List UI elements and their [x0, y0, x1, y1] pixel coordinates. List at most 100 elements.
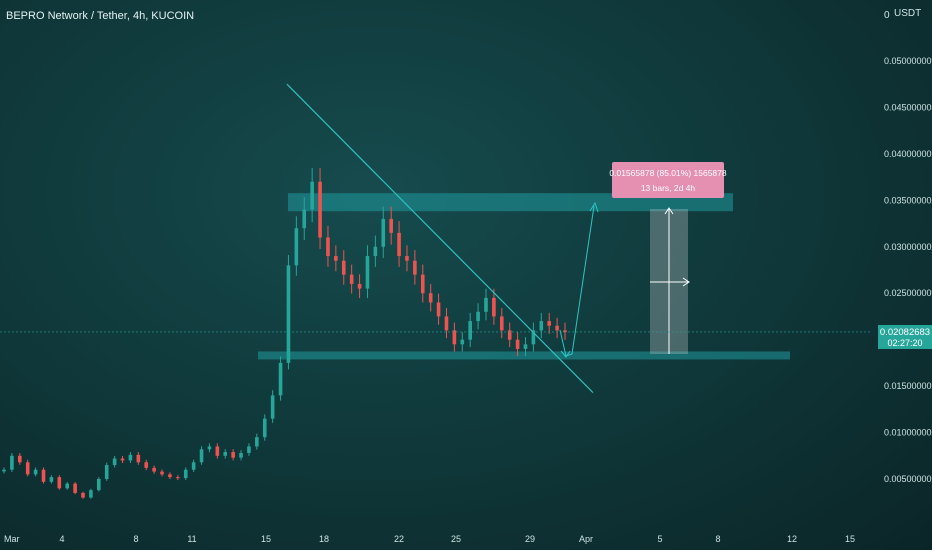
candle-body	[452, 330, 457, 345]
candle-body	[428, 293, 433, 303]
y-tick-label: 0.02500000	[884, 288, 932, 298]
candle-body	[152, 467, 156, 472]
candle-body	[278, 362, 283, 396]
candle-body	[89, 490, 93, 498]
candle-body	[436, 302, 441, 317]
candle-body	[2, 469, 6, 472]
candle-body	[112, 458, 117, 466]
candle-body	[381, 218, 386, 247]
support-zone	[258, 351, 790, 360]
y-tick-label: 0.00500000	[884, 474, 932, 484]
candle-body	[215, 446, 220, 456]
candle-body	[468, 321, 472, 340]
candle-body	[207, 446, 212, 450]
candle-body	[563, 330, 567, 333]
candle-body	[413, 260, 417, 275]
candle-body	[18, 455, 22, 463]
candle-body	[492, 297, 496, 317]
candle-body	[270, 395, 275, 419]
candle-body	[286, 265, 291, 363]
x-tick-label: Apr	[579, 534, 593, 544]
candle-body	[555, 325, 559, 331]
candle-body	[341, 260, 346, 275]
candle-body	[397, 232, 401, 257]
dip-arrow	[560, 350, 571, 358]
x-tick-label: 18	[319, 534, 329, 544]
candle-body	[523, 344, 528, 349]
currency-tick: 0	[884, 10, 890, 21]
candle-body	[57, 477, 62, 489]
x-tick-label: 4	[59, 534, 64, 544]
candle-body	[357, 283, 362, 289]
candle-body	[318, 181, 322, 238]
currency-label: USDT	[894, 8, 922, 19]
x-tick-label: Mar	[4, 534, 20, 544]
y-tick-label: 0.03000000	[884, 242, 932, 252]
price-badge-value: 0.02082683	[880, 327, 930, 338]
candle-body	[444, 316, 449, 331]
y-tick-label: 0.03500000	[884, 195, 932, 205]
y-tick-label: 0.05000000	[884, 56, 932, 66]
candle-body	[547, 321, 551, 326]
candle-body	[389, 218, 393, 233]
candle-body	[183, 469, 188, 479]
x-tick-label: 12	[787, 534, 797, 544]
x-tick-label: 29	[525, 534, 535, 544]
candle-body	[25, 462, 30, 475]
candle-body	[420, 274, 425, 294]
y-tick-label: 0.01500000	[884, 381, 932, 391]
candle-body	[97, 479, 101, 491]
x-tick-label: 15	[845, 534, 855, 544]
x-tick-label: 8	[715, 534, 720, 544]
measure-arrow-up	[664, 207, 674, 215]
candle-body	[349, 274, 354, 284]
price-badge	[878, 324, 932, 349]
candle-body	[33, 469, 38, 475]
candle-body	[255, 437, 259, 447]
candle-body	[460, 339, 465, 345]
projection-arrow	[589, 201, 599, 213]
y-tick-label: 0.04000000	[884, 149, 932, 159]
candle-body	[168, 474, 172, 478]
candle-body	[81, 492, 85, 498]
candle-body	[239, 452, 243, 458]
x-tick-label: 15	[261, 534, 271, 544]
candle-body	[294, 228, 299, 266]
candle-body	[247, 446, 251, 453]
candle-body	[104, 465, 109, 479]
chart-title: BEPRO Network / Tether, 4h, KUCOIN	[6, 10, 195, 22]
x-tick-label: 5	[657, 534, 662, 544]
candle-body	[302, 209, 307, 229]
candle-body	[65, 483, 70, 489]
candle-body	[10, 455, 14, 470]
candle-body	[334, 256, 338, 261]
candle-body	[405, 256, 409, 261]
candle-body	[136, 454, 141, 463]
candle-body	[176, 477, 180, 479]
candle-body	[160, 471, 164, 475]
price-badge-timer: 02:27:20	[887, 338, 922, 348]
candle-body	[539, 321, 544, 331]
candle-body	[144, 462, 149, 468]
candle-body	[191, 462, 196, 470]
measure-line1: 0.01565878 (85.01%) 1565878	[609, 168, 726, 178]
y-tick-label: 0.04500000	[884, 102, 932, 112]
candle-body	[310, 181, 314, 210]
trendline	[286, 83, 594, 394]
y-tick-label: 0.01000000	[884, 428, 932, 438]
candle-body	[128, 454, 133, 461]
measure-tag	[612, 162, 724, 198]
candle-body	[373, 246, 378, 257]
candle-body	[49, 477, 54, 482]
candle-body	[365, 256, 370, 289]
x-tick-label: 22	[394, 534, 404, 544]
candle-body	[326, 237, 330, 257]
candle-body	[476, 311, 480, 322]
projection-path	[559, 205, 595, 357]
measure-arrow-right	[682, 277, 690, 287]
candle-body	[231, 452, 235, 458]
candle-body	[515, 339, 520, 349]
x-tick-label: 25	[451, 534, 461, 544]
x-tick-label: 8	[133, 534, 138, 544]
